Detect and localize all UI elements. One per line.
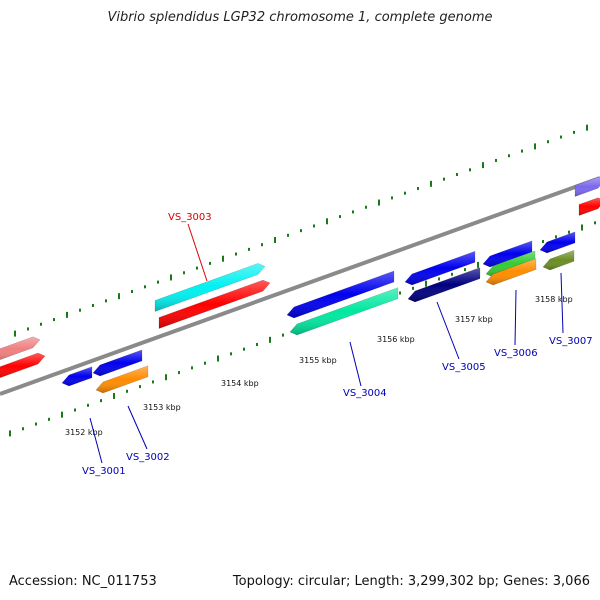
reverse-feature-blue-3 [286, 270, 395, 319]
reverse-feature-blue-1 [61, 366, 93, 387]
reverse-feature-navy [407, 267, 481, 303]
tick-label-4: 3156 kbp [377, 335, 415, 344]
reverse-feature-blue-5 [482, 240, 533, 268]
label-leader-lines [89, 223, 564, 464]
chromosome-backbone [0, 176, 600, 396]
forward-feature-purple [574, 176, 600, 197]
map-title: Vibrio splendidus LGP32 chromosome 1, co… [107, 10, 493, 25]
tick-label-1: 3153 kbp [143, 403, 181, 412]
accession-text: Accession: NC_011753 [9, 574, 157, 589]
tick-label-5: 3157 kbp [455, 315, 493, 324]
gene-label-vs_3001: VS_3001 [82, 466, 126, 477]
backbone-line [0, 176, 600, 396]
gene-label-vs_3007: VS_3007 [549, 336, 593, 347]
reverse-feature-blue-6 [539, 231, 576, 254]
tick-label-0: 3152 kbp [65, 428, 103, 437]
reverse-feature-orange-2 [485, 258, 537, 286]
gene-label-vs_3003: VS_3003 [168, 212, 212, 223]
leader-vs_3002 [127, 405, 148, 450]
kbp-ticks: 3152 kbp 3153 kbp 3154 kbp 3155 kbp 3156 kbp… [65, 295, 573, 437]
reverse-feature-blue-4 [404, 250, 476, 286]
gene-label-vs_3004: VS_3004 [343, 388, 387, 399]
leader-vs_3004 [349, 341, 362, 387]
gene-label-vs_3002: VS_3002 [126, 452, 170, 463]
leader-vs_3003 [187, 223, 208, 282]
reverse-feature-blue-2 [92, 349, 143, 377]
forward-feature-red-left [0, 352, 46, 378]
tick-label-3: 3155 kbp [299, 356, 337, 365]
leader-vs_3007 [560, 272, 564, 334]
gene-label-vs_3006: VS_3006 [494, 348, 538, 359]
tick-label-2: 3154 kbp [221, 379, 259, 388]
leader-vs_3001 [89, 417, 103, 464]
reverse-feature-green-1 [289, 287, 399, 336]
leader-vs_3006 [514, 289, 517, 346]
gene-features [0, 176, 600, 394]
reverse-feature-orange-1 [95, 365, 149, 394]
forward-feature-pink [0, 336, 41, 360]
tick-label-6: 3158 kbp [535, 295, 573, 304]
forward-feature-red-middle [158, 279, 271, 329]
leader-vs_3005 [436, 301, 460, 360]
gene-label-vs_3005: VS_3005 [442, 362, 486, 373]
forward-feature-red-right [578, 197, 600, 216]
topology-summary: Topology: circular; Length: 3,299,302 bp… [232, 574, 590, 589]
forward-feature-cyan [154, 263, 266, 312]
reverse-feature-olive [542, 249, 575, 271]
